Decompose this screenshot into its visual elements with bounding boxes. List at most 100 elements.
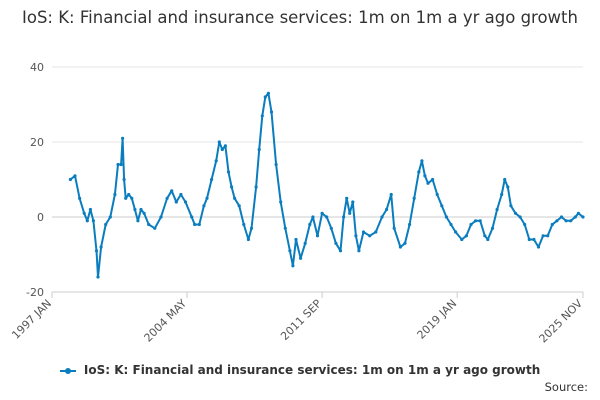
data-point[interactable] [108,215,112,219]
data-point[interactable] [573,215,577,219]
data-point[interactable] [435,192,439,197]
data-point[interactable] [85,219,89,223]
data-point[interactable] [294,237,298,242]
data-point[interactable] [254,185,258,189]
data-point[interactable] [230,185,234,189]
data-point[interactable] [325,215,329,219]
data-point[interactable] [495,207,499,212]
data-point[interactable] [223,144,227,148]
data-point[interactable] [170,189,174,193]
data-point[interactable] [133,207,137,212]
data-point[interactable] [303,241,307,245]
data-point[interactable] [130,196,134,200]
data-point[interactable] [431,177,435,182]
data-point[interactable] [518,215,522,219]
data-point[interactable] [550,222,554,227]
data-point[interactable] [444,215,448,219]
data-point[interactable] [179,192,183,197]
data-point[interactable] [237,204,241,208]
data-point[interactable] [113,192,117,197]
data-point[interactable] [174,200,178,204]
data-point[interactable] [190,215,194,219]
data-point[interactable] [226,170,231,174]
data-point[interactable] [193,222,197,227]
data-point[interactable] [426,181,430,185]
data-point[interactable] [368,234,372,238]
data-point[interactable] [308,222,312,227]
data-point[interactable] [523,222,527,227]
data-point[interactable] [147,222,151,227]
data-point[interactable] [119,162,123,167]
data-point[interactable] [361,230,366,234]
data-point[interactable] [398,245,402,249]
data-point[interactable] [315,234,320,238]
data-point[interactable] [242,222,246,227]
data-point[interactable] [233,196,237,200]
data-point[interactable] [486,237,490,242]
data-point[interactable] [392,226,396,230]
data-point[interactable] [454,230,458,234]
data-point[interactable] [338,249,343,253]
data-point[interactable] [197,222,201,227]
data-point[interactable] [513,211,518,215]
data-point[interactable] [334,241,338,245]
data-point[interactable] [348,211,352,215]
data-point[interactable] [82,211,86,215]
data-point[interactable] [116,162,120,167]
data-point[interactable] [73,174,77,178]
data-point[interactable] [136,219,140,223]
data-point[interactable] [509,204,513,208]
data-point[interactable] [266,91,270,95]
data-point[interactable] [124,196,128,200]
data-point[interactable] [423,174,427,178]
data-point[interactable] [527,237,531,242]
data-point[interactable] [121,136,125,140]
data-point[interactable] [374,230,378,234]
data-point[interactable] [541,234,545,238]
data-point[interactable] [380,215,384,219]
data-point[interactable] [503,177,507,182]
data-point[interactable] [153,226,157,230]
data-point[interactable] [279,200,283,204]
data-point[interactable] [122,177,126,182]
data-point[interactable] [94,249,99,253]
data-point[interactable] [78,196,82,200]
data-point[interactable] [220,147,224,152]
data-point[interactable] [569,219,573,223]
data-point[interactable] [559,215,564,219]
data-point[interactable] [159,215,163,219]
data-point[interactable] [283,226,287,230]
data-point[interactable] [408,222,412,227]
data-point[interactable] [403,241,407,245]
data-point[interactable] [246,237,250,242]
data-point[interactable] [478,219,482,223]
data-point[interactable] [460,237,464,242]
data-point[interactable] [420,159,424,163]
data-point[interactable] [546,234,550,238]
data-point[interactable] [299,256,303,260]
data-point[interactable] [205,196,209,200]
data-point[interactable] [532,237,536,242]
data-point[interactable] [564,219,568,223]
data-point[interactable] [329,226,333,230]
data-point[interactable] [351,200,355,204]
data-point[interactable] [269,110,274,114]
data-point[interactable] [127,192,131,197]
data-point[interactable] [357,249,361,253]
data-point[interactable] [440,204,444,208]
data-point[interactable] [68,177,72,182]
data-point[interactable] [142,211,146,215]
data-point[interactable] [342,215,346,219]
data-point[interactable] [490,226,495,230]
data-point[interactable] [417,170,421,174]
data-point[interactable] [389,192,393,197]
data-point[interactable] [345,196,349,200]
data-point[interactable] [464,234,468,238]
data-point[interactable] [506,185,510,189]
data-point[interactable] [260,114,264,118]
data-point[interactable] [274,162,278,167]
data-point[interactable] [217,140,221,144]
data-point[interactable] [320,211,324,215]
data-point[interactable] [576,211,581,215]
data-point[interactable] [311,215,315,219]
